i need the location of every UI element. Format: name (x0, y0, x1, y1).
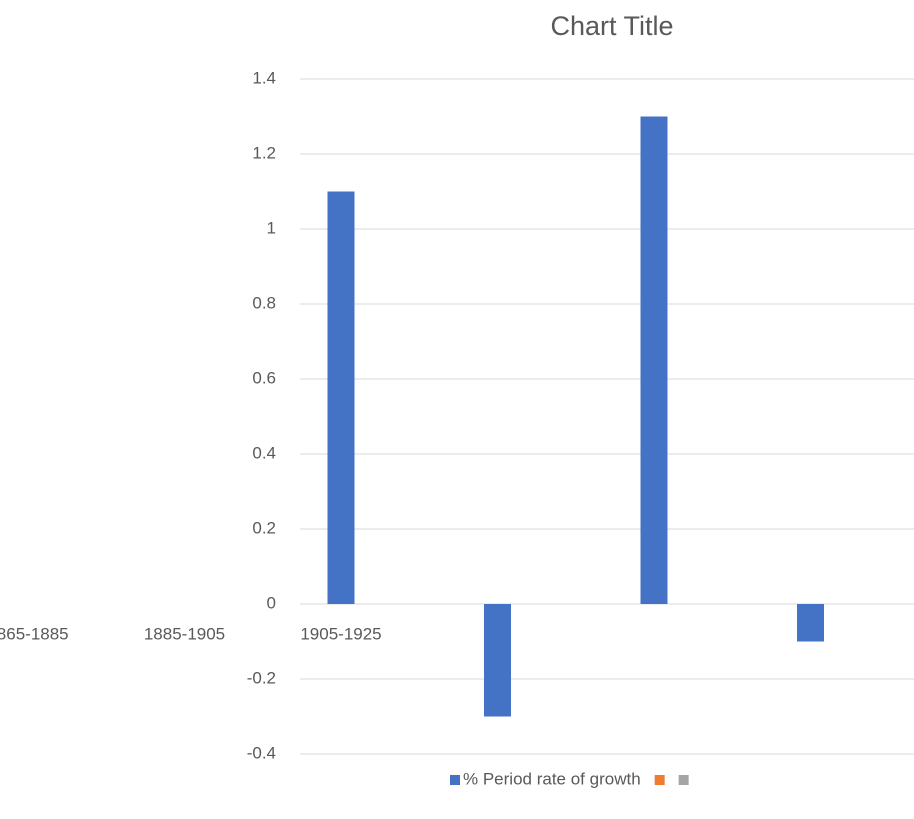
bar (640, 116, 668, 604)
legend-swatch (450, 775, 460, 785)
legend-swatch (678, 775, 689, 785)
y-tick-label: 0.6 (252, 368, 276, 387)
y-tick-label: 0.2 (252, 518, 276, 537)
y-tick-label: 0 (267, 593, 276, 612)
bar (797, 604, 824, 642)
x-tick-label: 1885-1905 (144, 624, 225, 643)
y-tick-label: 1.2 (252, 143, 276, 162)
y-tick-label: -0.2 (247, 668, 276, 687)
bar (484, 604, 511, 717)
legend-swatch (654, 775, 665, 785)
bar (327, 191, 355, 604)
y-tick-label: 1.4 (252, 68, 276, 87)
x-tick-label: 1865-1885 (0, 624, 69, 643)
legend-label: % Period rate of growth (463, 769, 641, 788)
y-tick-label: 0.8 (252, 293, 276, 312)
chart-title: Chart Title (550, 11, 673, 41)
y-tick-label: -0.4 (247, 743, 276, 762)
x-tick-label: 1905-1925 (300, 624, 381, 643)
y-tick-label: 0.4 (252, 443, 276, 462)
y-tick-label: 1 (267, 218, 276, 237)
